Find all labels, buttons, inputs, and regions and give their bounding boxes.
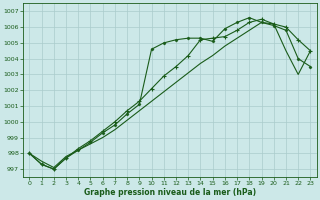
X-axis label: Graphe pression niveau de la mer (hPa): Graphe pression niveau de la mer (hPa)	[84, 188, 256, 197]
